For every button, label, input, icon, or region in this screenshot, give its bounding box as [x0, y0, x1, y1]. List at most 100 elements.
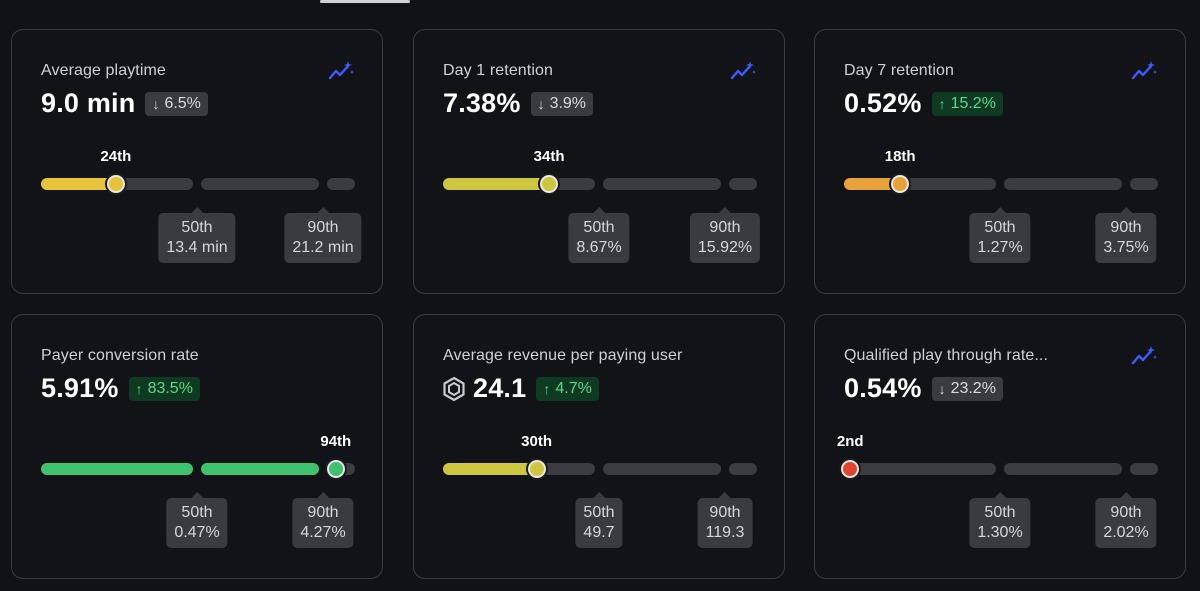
arrow-up-icon: ↑: [543, 380, 551, 397]
arrow-down-icon: ↓: [938, 380, 946, 397]
percentile-label: 24th: [100, 148, 132, 165]
metric-card[interactable]: Payer conversion rate 5.91% ↑ 83.5% 94th …: [11, 314, 383, 579]
percentile-label: 30th: [521, 433, 553, 450]
benchmark-label: 50th: [583, 219, 615, 236]
percentile-knob[interactable]: [839, 458, 862, 480]
percentile-track[interactable]: [41, 458, 355, 480]
track-fill: [443, 178, 550, 190]
track-fill: [201, 463, 319, 475]
benchmark-value: 1.27%: [977, 239, 1023, 256]
metric-card[interactable]: Day 7 retention 0.52% ↑ 15.2% 18th 50th …: [814, 29, 1186, 294]
track-segment: [1130, 178, 1158, 190]
percentile-knob[interactable]: [324, 458, 347, 480]
delta-badge: ↓ 3.9%: [530, 91, 594, 116]
percentile-label: 94th: [320, 433, 352, 450]
benchmark-value: 4.27%: [300, 524, 346, 541]
metric-value: 5.91%: [41, 373, 119, 403]
percentile-label: 18th: [884, 148, 916, 165]
benchmark-label: 50th: [984, 504, 1016, 521]
track-segment: [1004, 463, 1122, 475]
value-row: 24.1 ↑ 4.7%: [443, 373, 599, 404]
percentile-knob[interactable]: [525, 458, 548, 480]
benchmark-90th-tooltip: 90th 119.3: [697, 498, 753, 548]
benchmark-value: 1.30%: [977, 524, 1023, 541]
delta-text: 4.7%: [555, 379, 592, 397]
delta-text: 23.2%: [950, 379, 996, 397]
benchmark-value: 0.47%: [174, 524, 220, 541]
delta-text: 6.5%: [164, 94, 201, 112]
track-segment: [327, 178, 355, 190]
delta-text: 83.5%: [147, 379, 193, 397]
arrow-down-icon: ↓: [152, 95, 160, 112]
benchmark-label: 90th: [1110, 219, 1142, 236]
sparkle-trend-icon[interactable]: [1131, 345, 1157, 367]
benchmark-value: 2.02%: [1103, 524, 1149, 541]
benchmark-90th-tooltip: 90th 15.92%: [689, 213, 761, 263]
percentile-knob[interactable]: [889, 173, 912, 195]
arrow-down-icon: ↓: [537, 95, 545, 112]
percentile-knob[interactable]: [538, 173, 561, 195]
track-segment: [844, 463, 996, 475]
metric-card[interactable]: Day 1 retention 7.38% ↓ 3.9% 34th 50th 8…: [413, 29, 785, 294]
card-title: Average playtime: [41, 62, 166, 79]
track-fill: [41, 463, 193, 475]
percentile-track[interactable]: [839, 458, 1158, 480]
percentile-knob[interactable]: [104, 173, 127, 195]
benchmark-50th-tooltip: 50th 0.47%: [166, 498, 228, 548]
card-title: Average revenue per paying user: [443, 347, 683, 364]
metric-value: 0.52%: [844, 88, 922, 118]
sparkle-trend-icon[interactable]: [730, 60, 756, 82]
delta-text: 3.9%: [549, 94, 587, 112]
value-row: 5.91% ↑ 83.5%: [41, 373, 200, 404]
card-title: Day 7 retention: [844, 62, 955, 79]
delta-badge: ↑ 15.2%: [931, 91, 1003, 116]
benchmark-label: 90th: [709, 504, 741, 521]
benchmark-label: 50th: [181, 219, 213, 236]
track-segment: [1130, 463, 1158, 475]
benchmark-50th-tooltip: 50th 1.27%: [969, 213, 1031, 263]
delta-text: 15.2%: [950, 94, 996, 112]
metric-value: 0.54%: [844, 373, 922, 403]
track-fill: [443, 463, 537, 475]
track-segment: [1004, 178, 1122, 190]
track-segment: [729, 178, 757, 190]
track-segment: [201, 178, 319, 190]
benchmark-value: 13.4 min: [166, 239, 228, 256]
track-segment: [603, 178, 721, 190]
active-tab-underline: [320, 0, 410, 3]
percentile-track[interactable]: [844, 173, 1158, 195]
track-fill: [844, 178, 901, 190]
sparkle-trend-icon[interactable]: [328, 60, 354, 82]
value-row: 0.52% ↑ 15.2%: [844, 88, 1003, 119]
benchmark-label: 90th: [1110, 504, 1142, 521]
benchmark-90th-tooltip: 90th 3.75%: [1095, 213, 1157, 263]
benchmark-label: 50th: [583, 504, 615, 521]
percentile-label: 34th: [533, 148, 565, 165]
percentile-track[interactable]: [443, 458, 757, 480]
sparkle-trend-icon[interactable]: [1131, 60, 1157, 82]
card-title: Payer conversion rate: [41, 347, 199, 364]
percentile-track[interactable]: [443, 173, 757, 195]
percentile-label: 2nd: [836, 433, 864, 450]
arrow-up-icon: ↑: [938, 95, 946, 112]
benchmark-label: 90th: [307, 504, 339, 521]
benchmark-90th-tooltip: 90th 2.02%: [1095, 498, 1157, 548]
percentile-track[interactable]: [41, 173, 355, 195]
benchmark-label: 90th: [709, 219, 741, 236]
benchmark-50th-tooltip: 50th 49.7: [575, 498, 623, 548]
metric-card[interactable]: Average playtime 9.0 min ↓ 6.5% 24th 50t…: [11, 29, 383, 294]
delta-badge: ↑ 4.7%: [536, 376, 599, 401]
benchmark-value: 3.75%: [1103, 239, 1149, 256]
benchmark-value: 15.92%: [697, 239, 753, 256]
metric-card[interactable]: Qualified play through rate... 0.54% ↓ 2…: [814, 314, 1186, 579]
benchmark-value: 8.67%: [576, 239, 622, 256]
benchmark-value: 49.7: [583, 524, 615, 541]
track-segment: [729, 463, 757, 475]
benchmark-90th-tooltip: 90th 4.27%: [292, 498, 354, 548]
arrow-up-icon: ↑: [135, 380, 143, 397]
benchmark-50th-tooltip: 50th 1.30%: [969, 498, 1031, 548]
benchmark-50th-tooltip: 50th 13.4 min: [158, 213, 236, 263]
metric-card[interactable]: Average revenue per paying user 24.1 ↑ 4…: [413, 314, 785, 579]
value-row: 0.54% ↓ 23.2%: [844, 373, 1003, 404]
benchmark-50th-tooltip: 50th 8.67%: [568, 213, 630, 263]
